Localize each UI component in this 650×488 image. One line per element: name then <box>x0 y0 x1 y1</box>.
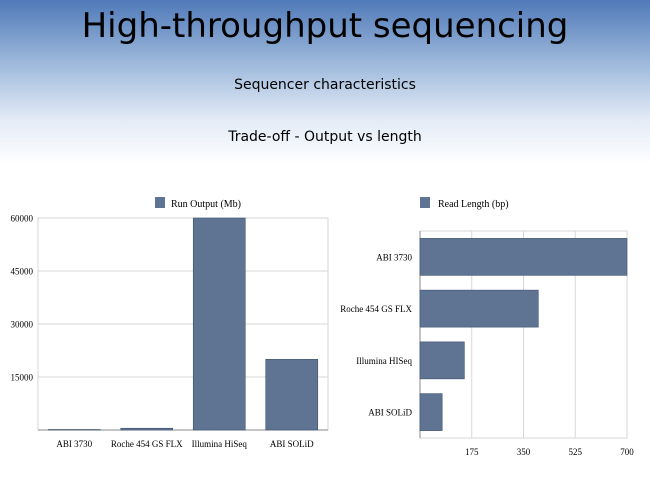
chart2-x-tick-525: 525 <box>569 447 583 457</box>
chart1-y-tick-15000: 15000 <box>11 373 34 383</box>
run-output-chart: Run Output (Mb) 15000 30000 45000 60000 ABI… <box>11 197 329 449</box>
chart1-bar-abi-3730 <box>47 429 101 431</box>
chart1-legend-swatch <box>155 197 165 208</box>
chart1-bar-illumina-hiseq <box>192 217 246 431</box>
chart2-bars <box>419 238 628 431</box>
chart2-category-illumina-hiseq: Illumina HISeq <box>356 356 412 366</box>
chart2-bar-abi-solid <box>419 393 443 431</box>
chart1-x-tick-labels: ABI 3730 Roche 454 GS FLX Illumina HiSeq AB… <box>56 439 314 449</box>
read-length-chart: Read Length (bp) ABI 3730 Roche 454 GS FL… <box>340 197 634 457</box>
chart1-bars <box>47 217 319 431</box>
chart1-y-tick-30000: 30000 <box>11 320 34 330</box>
slide-subtitle: Sequencer characteristics <box>234 77 416 93</box>
chart2-category-labels: ABI 3730 Roche 454 GS FLX Illumina HISeq AB… <box>340 252 412 417</box>
chart2-bar-abi-3730 <box>419 238 628 276</box>
chart1-bar-abi-solid <box>265 359 319 431</box>
chart1-x-tick-abi-solid: ABI SOLiD <box>270 439 314 449</box>
chart2-bar-illumina-hiseq <box>419 341 465 380</box>
chart1-bar-roche-454-gs-flx <box>120 427 174 431</box>
chart2-category-roche-454-gs-flx: Roche 454 GS FLX <box>340 304 412 314</box>
chart2-x-tick-700: 700 <box>620 447 634 457</box>
chart2-category-abi-3730: ABI 3730 <box>376 252 412 262</box>
slide-subtitle-tradeoff: Trade-off - Output vs length <box>228 129 422 145</box>
chart1-x-tick-abi-3730: ABI 3730 <box>56 439 92 449</box>
slide-title: High-throughput sequencing <box>81 6 569 46</box>
chart2-x-tick-350: 350 <box>517 447 531 457</box>
chart2-legend-swatch <box>420 197 430 208</box>
chart1-legend-label: Run Output (Mb) <box>171 199 241 210</box>
chart2-category-abi-solid: ABI SOLiD <box>368 408 412 418</box>
chart1-y-tick-labels: 15000 30000 45000 60000 <box>11 214 34 383</box>
chart1-x-tick-illumina-hiseq: Illumina HiSeq <box>192 439 248 449</box>
chart2-legend-label: Read Length (bp) <box>438 199 509 210</box>
chart1-x-tick-roche-454-gs-flx: Roche 454 GS FLX <box>111 439 183 449</box>
chart2-x-tick-175: 175 <box>465 447 479 457</box>
chart2-x-tick-labels: 175 350 525 700 <box>465 447 634 457</box>
chart1-y-tick-45000: 45000 <box>11 267 34 277</box>
chart2-bar-roche-454-gs-flx <box>419 289 539 328</box>
chart1-y-tick-60000: 60000 <box>11 214 34 224</box>
